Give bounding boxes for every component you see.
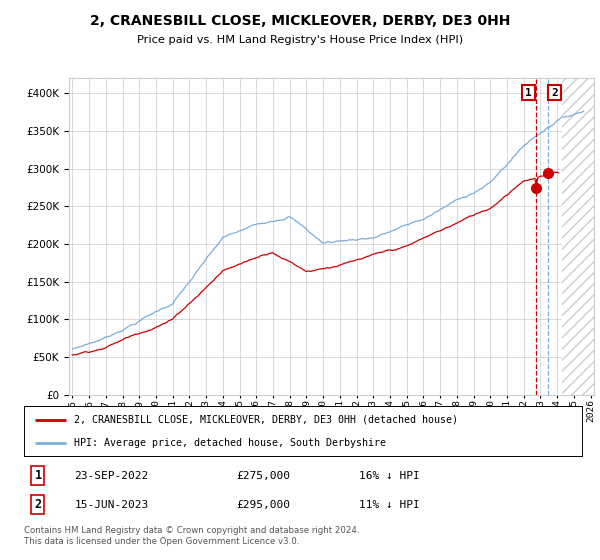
Text: 2: 2 bbox=[34, 498, 41, 511]
Text: 16% ↓ HPI: 16% ↓ HPI bbox=[359, 471, 419, 481]
Text: £295,000: £295,000 bbox=[236, 500, 290, 510]
Text: HPI: Average price, detached house, South Derbyshire: HPI: Average price, detached house, Sout… bbox=[74, 438, 386, 448]
Text: 2: 2 bbox=[551, 87, 558, 97]
Text: Price paid vs. HM Land Registry's House Price Index (HPI): Price paid vs. HM Land Registry's House … bbox=[137, 35, 463, 45]
Text: 15-JUN-2023: 15-JUN-2023 bbox=[74, 500, 148, 510]
Text: 23-SEP-2022: 23-SEP-2022 bbox=[74, 471, 148, 481]
Text: 1: 1 bbox=[34, 469, 41, 482]
Text: 2, CRANESBILL CLOSE, MICKLEOVER, DERBY, DE3 0HH: 2, CRANESBILL CLOSE, MICKLEOVER, DERBY, … bbox=[90, 14, 510, 28]
Text: Contains HM Land Registry data © Crown copyright and database right 2024.
This d: Contains HM Land Registry data © Crown c… bbox=[24, 526, 359, 546]
Text: 11% ↓ HPI: 11% ↓ HPI bbox=[359, 500, 419, 510]
Text: 2, CRANESBILL CLOSE, MICKLEOVER, DERBY, DE3 0HH (detached house): 2, CRANESBILL CLOSE, MICKLEOVER, DERBY, … bbox=[74, 414, 458, 424]
Text: £275,000: £275,000 bbox=[236, 471, 290, 481]
Text: 1: 1 bbox=[525, 87, 532, 97]
